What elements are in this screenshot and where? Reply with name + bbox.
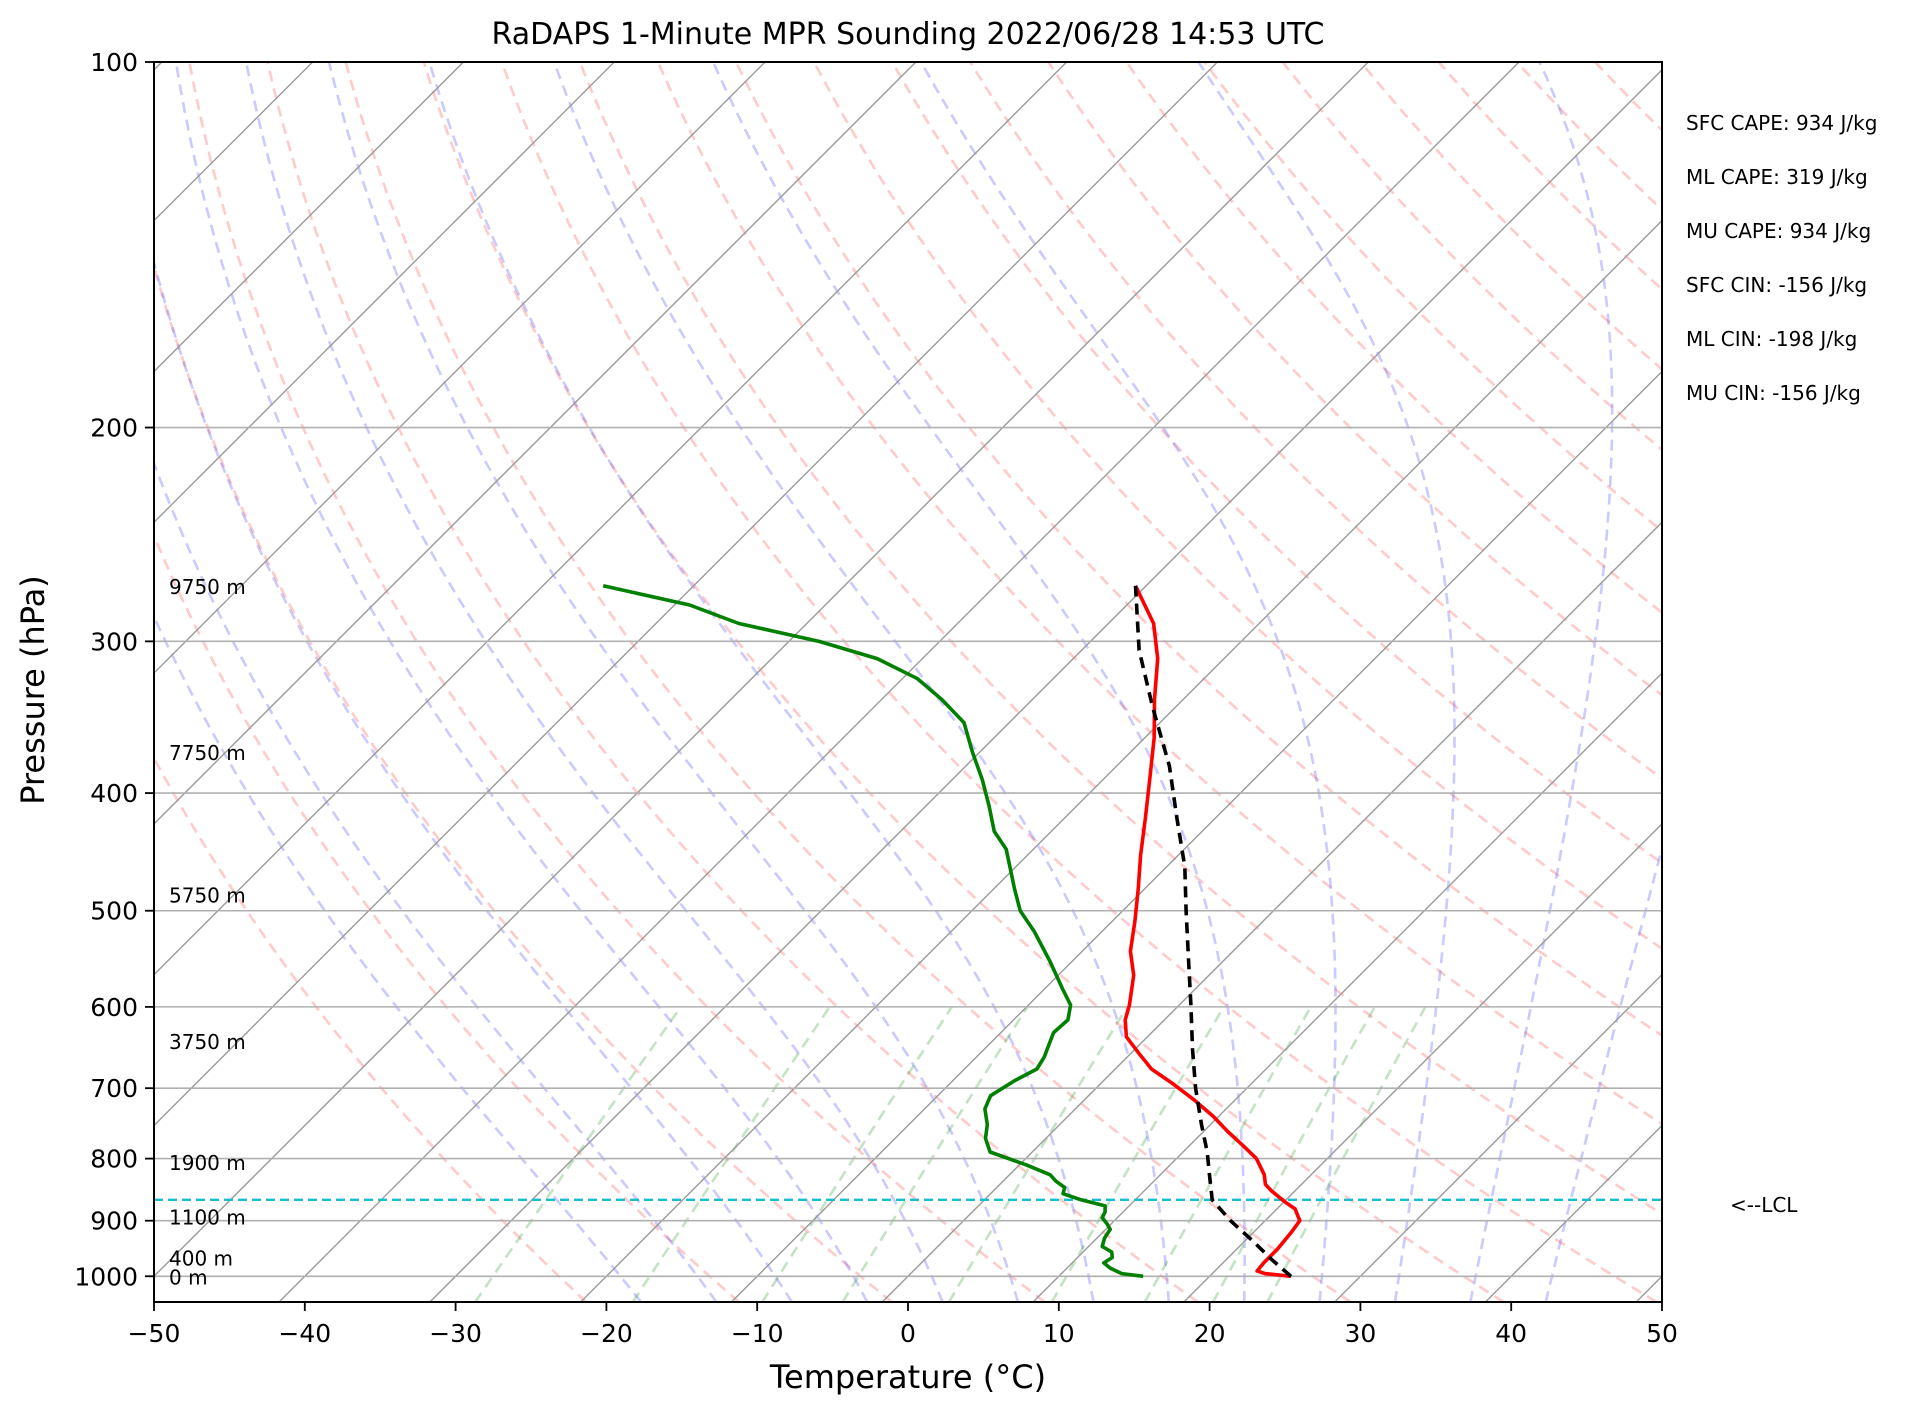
x-tick-label: 10 [1043,1319,1075,1348]
y-tick-label: 600 [90,993,138,1022]
x-tick-label: 30 [1344,1319,1376,1348]
x-tick-label: 0 [900,1319,916,1348]
x-tick-label: 40 [1495,1319,1527,1348]
height-label: 3750 m [169,1030,246,1054]
x-axis-label: Temperature (°C) [769,1358,1046,1396]
y-tick-label: 900 [90,1207,138,1236]
stat-text: MU CIN: -156 J/kg [1686,381,1861,405]
stat-text: SFC CAPE: 934 J/kg [1686,111,1877,135]
stat-text: ML CAPE: 319 J/kg [1686,165,1868,189]
chart-title: RaDAPS 1-Minute MPR Sounding 2022/06/28 … [492,17,1325,52]
x-tick-label: −10 [731,1319,784,1348]
height-label: 0 m [169,1265,208,1289]
x-tick-label: −20 [580,1319,633,1348]
y-tick-label: 300 [90,627,138,656]
height-label: 9750 m [169,575,246,599]
x-tick-label: 20 [1194,1319,1226,1348]
y-tick-label: 400 [90,779,138,808]
height-label: 1100 m [169,1206,246,1230]
height-label: 7750 m [169,741,246,765]
y-tick-label: 200 [90,414,138,443]
stat-text: MU CAPE: 934 J/kg [1686,219,1871,243]
x-tick-label: −30 [429,1319,482,1348]
x-tick-label: −40 [278,1319,331,1348]
x-tick-label: 50 [1646,1319,1678,1348]
y-tick-label: 800 [90,1145,138,1174]
y-tick-label: 500 [90,897,138,926]
x-tick-label: −50 [128,1319,181,1348]
lcl-label: <--LCL [1730,1193,1798,1217]
y-tick-label: 100 [90,48,138,77]
y-tick-label: 700 [90,1074,138,1103]
y-axis-label: Pressure (hPa) [14,575,52,805]
height-label: 1900 m [169,1151,246,1175]
y-tick-label: 1000 [74,1262,138,1291]
stat-text: ML CIN: -198 J/kg [1686,327,1857,351]
stat-text: SFC CIN: -156 J/kg [1686,273,1867,297]
height-label: 5750 m [169,884,246,908]
